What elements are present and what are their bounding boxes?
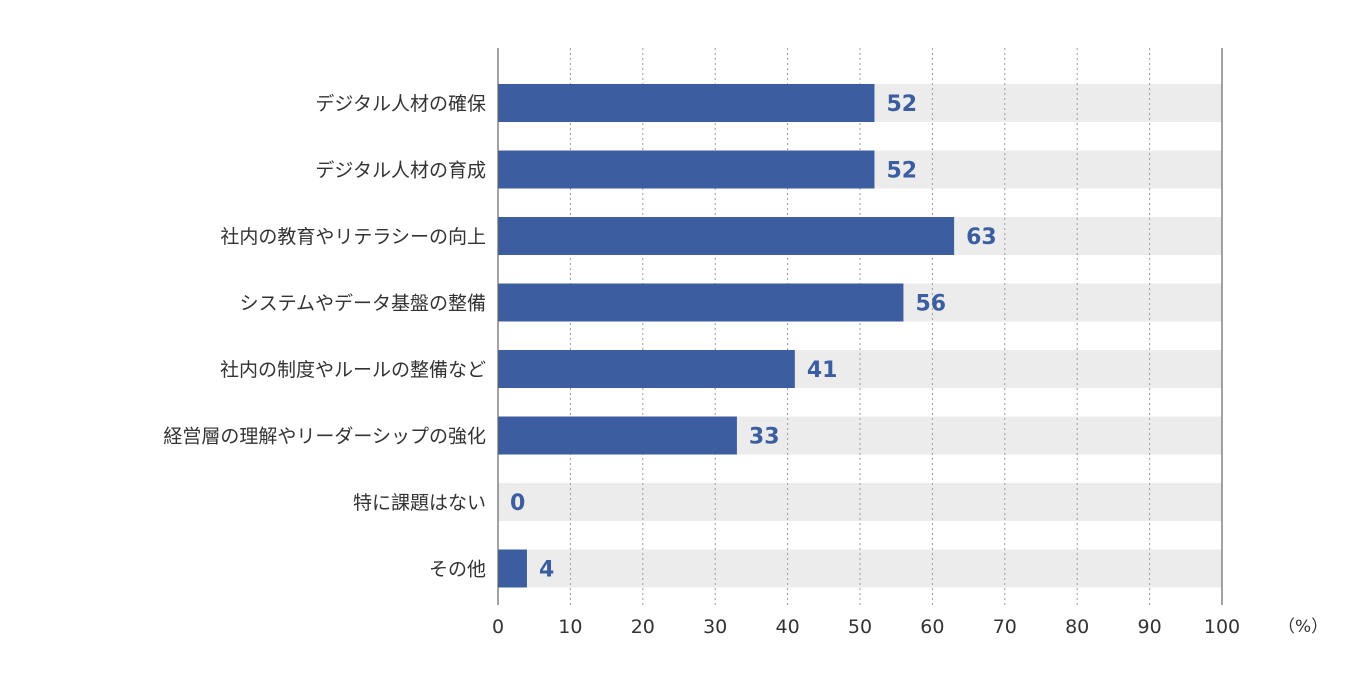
value-label-5: 33 [749, 425, 780, 450]
category-label-5: 経営層の理解やリーダーシップの強化 [163, 426, 486, 448]
bar-3 [498, 283, 904, 322]
x-tick-label-70: 70 [993, 616, 1017, 638]
value-label-7: 4 [539, 558, 554, 583]
bar-4 [498, 350, 795, 388]
category-label-7: その他 [429, 559, 486, 581]
x-tick-label-30: 30 [703, 616, 727, 638]
bar-1 [498, 150, 875, 189]
x-tick-label-10: 10 [558, 616, 582, 638]
value-label-3: 56 [915, 292, 946, 317]
category-label-4: 社内の制度やルールの整備など [220, 359, 486, 381]
category-label-0: デジタル人材の確保 [315, 93, 486, 115]
x-tick-label-40: 40 [776, 616, 800, 638]
x-tick-label-100: 100 [1204, 616, 1240, 638]
x-tick-label-50: 50 [848, 616, 872, 638]
value-label-4: 41 [807, 358, 838, 383]
category-label-2: 社内の教育やリテラシーの向上 [220, 226, 486, 248]
unit-label: （%） [1278, 617, 1328, 637]
x-tick-label-0: 0 [492, 616, 504, 638]
value-label-6: 0 [510, 491, 525, 516]
x-tick-label-80: 80 [1065, 616, 1089, 638]
value-label-1: 52 [886, 159, 917, 184]
bar-0 [498, 84, 875, 122]
bar-7 [498, 549, 527, 588]
x-tick-label-20: 20 [631, 616, 655, 638]
category-label-6: 特に課題はない [353, 492, 486, 514]
bar-2 [498, 217, 955, 255]
value-label-0: 52 [886, 92, 917, 117]
category-label-3: システムやデータ基盤の整備 [240, 293, 486, 315]
value-label-2: 63 [966, 225, 997, 250]
bar-5 [498, 416, 737, 455]
x-tick-label-60: 60 [920, 616, 944, 638]
category-label-1: デジタル人材の育成 [315, 160, 486, 182]
x-tick-label-90: 90 [1138, 616, 1162, 638]
